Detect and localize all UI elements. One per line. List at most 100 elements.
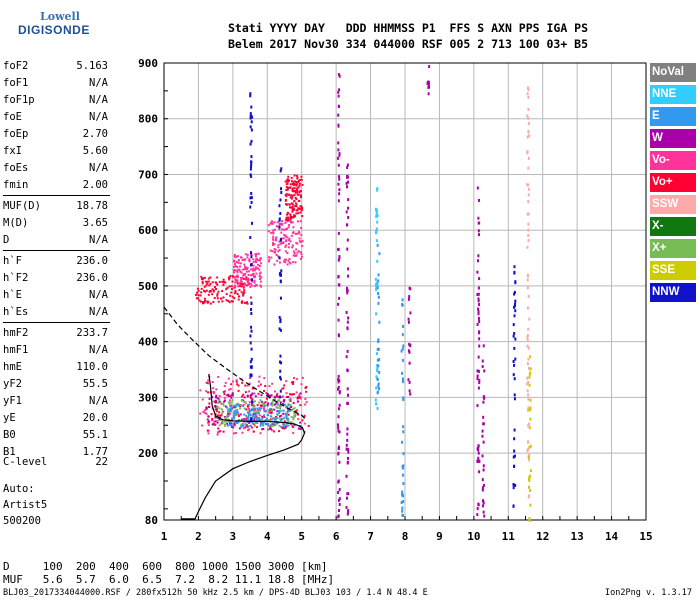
param-name: foEs xyxy=(3,162,29,174)
echo-point xyxy=(235,261,238,264)
echo-streak-point xyxy=(514,299,517,303)
echo-point xyxy=(237,389,240,392)
echo-point xyxy=(227,393,230,396)
echo-point xyxy=(301,215,304,218)
echo-streak-point xyxy=(477,307,480,311)
echo-point xyxy=(231,295,234,298)
echo-streak-point xyxy=(428,65,431,69)
echo-point xyxy=(258,275,261,278)
echo-streak-point xyxy=(279,296,282,300)
echo-point xyxy=(233,276,236,279)
echo-streak-point xyxy=(338,74,341,78)
echo-point xyxy=(285,189,288,192)
echo-point xyxy=(258,407,261,410)
echo-point xyxy=(209,302,212,305)
echo-point xyxy=(205,284,208,287)
echo-point xyxy=(224,281,227,284)
echo-point xyxy=(269,249,272,252)
echo-point xyxy=(196,287,199,290)
echo-point xyxy=(203,297,206,300)
param-value: N/A xyxy=(89,395,108,407)
echo-point xyxy=(264,385,267,388)
param-value: 1.77 xyxy=(82,446,108,458)
echo-point xyxy=(269,407,272,410)
c-level-row: C-level 22 xyxy=(3,456,108,468)
echo-point xyxy=(227,414,230,417)
echo-point xyxy=(240,425,243,428)
echo-point xyxy=(290,176,293,179)
echo-streak-point xyxy=(529,355,532,359)
echo-point xyxy=(251,415,254,418)
echo-point xyxy=(288,393,291,396)
echo-point xyxy=(233,423,236,426)
echo-point xyxy=(201,424,204,427)
echo-point xyxy=(243,407,246,410)
echo-point xyxy=(220,402,223,405)
echo-streak-point xyxy=(528,408,531,412)
echo-point xyxy=(288,410,291,413)
echo-streak-point xyxy=(377,292,380,296)
echo-streak-point xyxy=(512,359,515,363)
echo-point xyxy=(255,410,258,413)
echo-streak-point xyxy=(346,175,349,179)
echo-point xyxy=(244,283,247,286)
echo-streak-point xyxy=(529,417,532,421)
legend-item-noval: NoVal xyxy=(650,63,696,82)
echo-point xyxy=(246,301,249,304)
echo-point xyxy=(282,412,285,415)
param-value: N/A xyxy=(89,77,108,89)
x-tick-label: 6 xyxy=(333,530,340,543)
echo-streak-point xyxy=(527,107,530,111)
echo-streak-point xyxy=(512,482,515,486)
echo-streak-point xyxy=(250,312,253,316)
echo-streak-point xyxy=(401,513,404,517)
echo-streak-point xyxy=(346,349,349,353)
echo-streak-point xyxy=(526,389,529,393)
echo-streak-point xyxy=(513,292,516,296)
echo-point xyxy=(229,402,232,405)
echo-point xyxy=(239,262,242,265)
echo-point xyxy=(236,269,239,272)
param-row: hmF2 233.7 xyxy=(3,325,108,342)
echo-streak-point xyxy=(476,186,479,190)
echo-point xyxy=(305,401,308,404)
echo-point xyxy=(259,257,262,260)
echo-streak-point xyxy=(481,434,484,438)
param-value: 55.5 xyxy=(82,378,108,390)
echo-point xyxy=(299,194,302,197)
echo-point xyxy=(282,387,285,390)
echo-point xyxy=(298,393,301,396)
echo-point xyxy=(248,407,251,410)
echo-point xyxy=(291,189,294,192)
param-value: N/A xyxy=(89,306,108,318)
param-name: foF1 xyxy=(3,77,29,89)
echo-streak-point xyxy=(250,128,253,132)
echo-point xyxy=(228,301,231,304)
echo-point xyxy=(199,412,202,415)
echo-point xyxy=(301,376,304,379)
echo-point xyxy=(286,236,289,239)
echo-streak-point xyxy=(477,503,480,507)
param-name: B0 xyxy=(3,429,16,441)
echo-streak-point xyxy=(337,231,340,235)
param-row: fxI 5.60 xyxy=(3,143,108,160)
echo-streak-point xyxy=(250,196,253,200)
echo-streak-point xyxy=(400,349,403,353)
echo-streak-point xyxy=(338,445,341,449)
echo-point xyxy=(262,423,265,426)
echo-point xyxy=(245,414,248,417)
echo-streak-point xyxy=(376,367,379,371)
echo-point xyxy=(301,207,304,210)
echo-point xyxy=(285,380,288,383)
echo-streak-point xyxy=(250,400,253,404)
echo-point xyxy=(273,221,276,224)
echo-point xyxy=(285,244,288,247)
x-tick-label: 3 xyxy=(230,530,237,543)
y-tick-label: 200 xyxy=(138,447,158,460)
echo-point xyxy=(234,420,237,423)
echo-point xyxy=(283,416,286,419)
echo-point xyxy=(257,410,260,413)
param-name: fmin xyxy=(3,179,29,191)
echo-streak-point xyxy=(408,380,411,384)
echo-streak-point xyxy=(337,302,340,306)
